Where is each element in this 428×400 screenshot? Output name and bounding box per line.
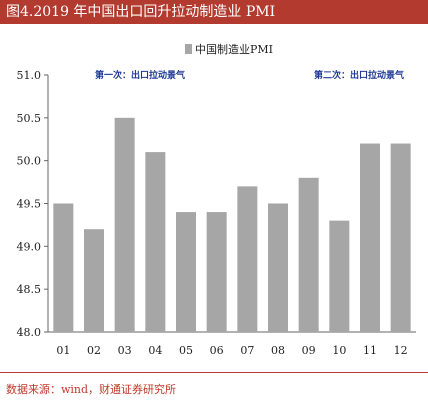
source-note: 数据来源：wind，财通证券研究所 [6, 383, 177, 396]
x-tick-label: 01 [56, 344, 70, 357]
x-tick-label: 08 [271, 344, 285, 357]
bar-01 [53, 203, 74, 332]
x-tick-label: 06 [210, 344, 224, 357]
annotation-first-export-driven: 第一次：出口拉动景气 [95, 69, 185, 81]
x-tick-label: 02 [87, 344, 101, 357]
y-tick-label: 50.0 [17, 155, 42, 168]
x-tick-label: 04 [148, 344, 162, 357]
source-divider [0, 372, 428, 373]
bar-02 [84, 229, 104, 332]
legend-swatch [185, 44, 192, 54]
y-tick-label: 50.5 [17, 112, 42, 125]
figure-title: 图4.2019 年中国出口回升拉动制造业 PMI [0, 0, 428, 24]
y-tick-label: 51.0 [17, 69, 42, 82]
bar-07 [237, 186, 258, 332]
bar-04 [145, 152, 166, 332]
bar-03 [114, 117, 135, 332]
pmi-bar-chart: 中国制造业PMI 第一次：出口拉动景气 第二次：出口拉动景气 51.050.55… [17, 42, 416, 357]
x-tick-label: 09 [302, 344, 316, 357]
bars [53, 117, 411, 332]
y-tick-label: 48.5 [17, 283, 42, 296]
x-tick-labels: 01 02 03 04 05 06 07 08 09 10 11 12 [56, 344, 407, 357]
y-tick-label: 49.5 [17, 198, 42, 211]
bar-12 [390, 143, 411, 332]
x-tick-label: 05 [179, 344, 193, 357]
annotation-second-export-driven: 第二次：出口拉动景气 [314, 69, 404, 81]
chart-area: 中国制造业PMI 第一次：出口拉动景气 第二次：出口拉动景气 51.0 50.5 5… [0, 30, 428, 375]
legend-label: 中国制造业PMI [195, 42, 273, 56]
bar-06 [206, 212, 227, 332]
x-tick-label: 10 [332, 344, 346, 357]
x-tick-label: 11 [363, 344, 377, 357]
legend: 中国制造业PMI [185, 42, 273, 56]
y-tick-labels: 51.0 50.5 50.0 49.5 49.0 48.5 48.0 [17, 69, 48, 339]
bar-11 [360, 143, 380, 332]
bar-09 [298, 177, 319, 332]
y-tick-label: 49.0 [17, 240, 42, 253]
y-tick-label: 48.0 [17, 326, 42, 339]
x-tick-label: 03 [118, 344, 132, 357]
x-tick-label: 12 [394, 344, 408, 357]
bar-05 [176, 212, 196, 332]
bar-10 [329, 220, 350, 332]
bar-08 [268, 203, 288, 332]
x-tick-label: 07 [240, 344, 254, 357]
